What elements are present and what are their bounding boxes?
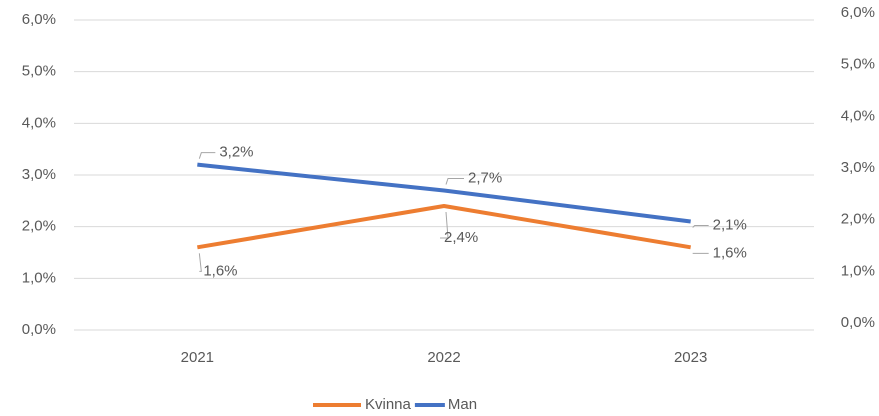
y2-tick-label: 3,0% — [841, 159, 875, 176]
y-tick-label: 2,0% — [22, 218, 56, 235]
series-line — [197, 204, 691, 250]
data-label: 2,7% — [468, 169, 502, 186]
y2-tick-label: 1,0% — [841, 262, 875, 279]
y-tick-label: 6,0% — [22, 11, 56, 28]
leader-line — [198, 152, 216, 159]
y2-tick-label: 4,0% — [841, 107, 875, 124]
data-label: 2,1% — [713, 216, 747, 233]
y-tick-label: 4,0% — [22, 114, 56, 131]
y-tick-label: 1,0% — [22, 269, 56, 286]
y2-tick-label: 2,0% — [841, 211, 875, 228]
y-tick-label: 3,0% — [22, 166, 56, 183]
data-label: 2,4% — [444, 229, 478, 246]
data-label: 3,2% — [219, 144, 253, 161]
data-label: 1,6% — [713, 244, 747, 261]
series-line — [197, 162, 691, 224]
y-tick-label: 0,0% — [22, 321, 56, 338]
y2-tick-label: 0,0% — [841, 314, 875, 331]
y2-tick-label: 6,0% — [841, 4, 875, 21]
x-tick-label: 2021 — [181, 349, 214, 366]
y-tick-label: 5,0% — [22, 63, 56, 80]
leader-line — [440, 211, 449, 239]
data-label: 1,6% — [203, 262, 237, 279]
legend-label: Man — [448, 396, 477, 413]
legend-label: Kvinna — [365, 396, 412, 413]
x-tick-label: 2023 — [674, 349, 707, 366]
x-tick-label: 2022 — [427, 349, 460, 366]
leader-line — [692, 225, 709, 228]
leader-line — [198, 253, 202, 272]
leader-line — [445, 178, 464, 185]
y2-tick-label: 5,0% — [841, 56, 875, 73]
